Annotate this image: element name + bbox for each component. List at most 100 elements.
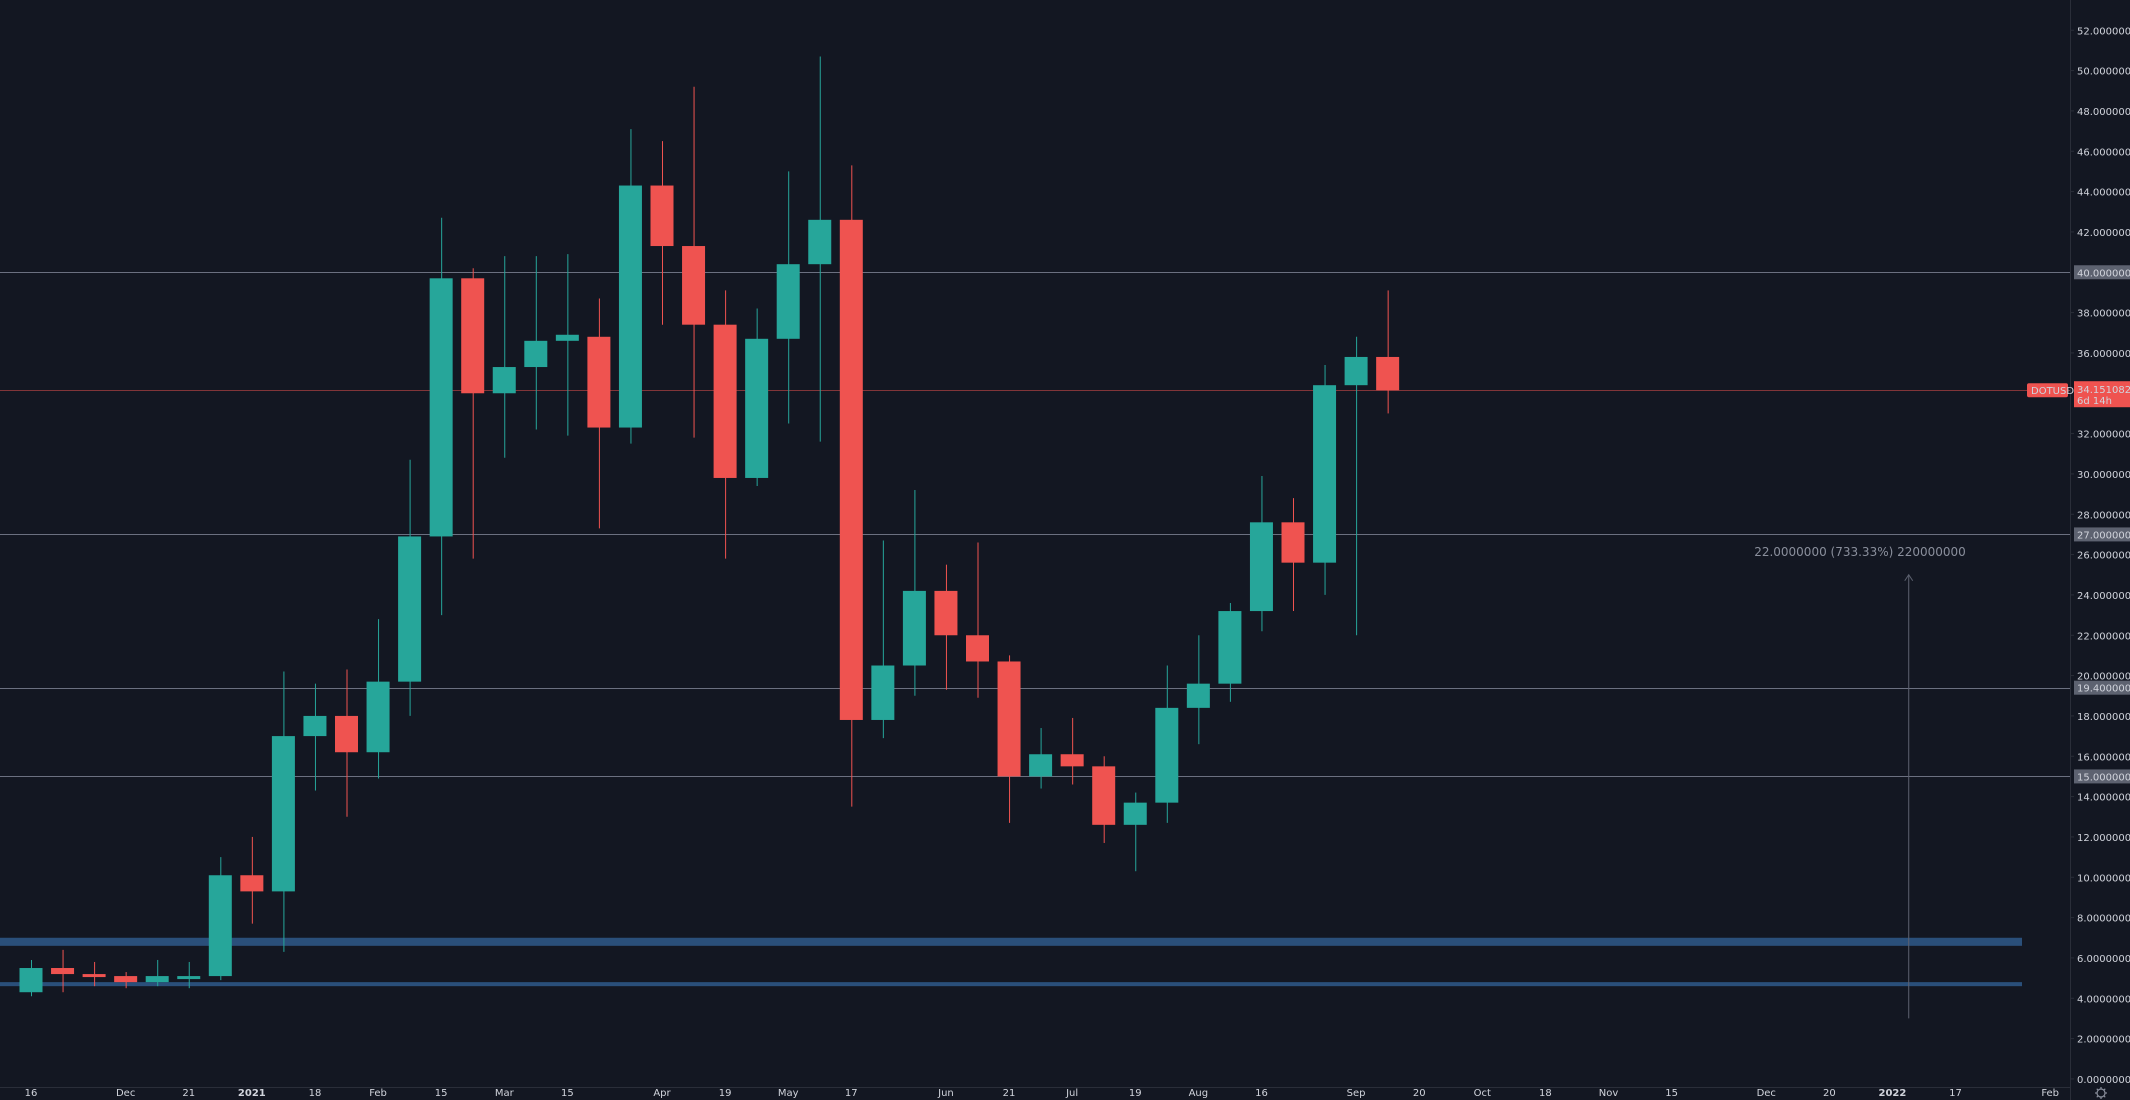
candle bbox=[682, 86, 706, 438]
price-tick-label: 50.0000000 bbox=[2077, 67, 2130, 78]
candle-body bbox=[997, 661, 1021, 777]
candle bbox=[1123, 792, 1147, 872]
level-price-tag bbox=[2074, 265, 2130, 280]
candle-body bbox=[1092, 766, 1116, 825]
candle-body bbox=[682, 246, 706, 325]
gear-icon[interactable] bbox=[2095, 1087, 2107, 1099]
time-axis-bg bbox=[0, 1087, 2070, 1100]
level-price-tag bbox=[2074, 680, 2130, 695]
candle bbox=[776, 171, 800, 424]
candle-body bbox=[51, 968, 75, 975]
price-tick-label: 6.0000000 bbox=[2077, 954, 2130, 965]
time-tick-label: Aug bbox=[1189, 1088, 1209, 1099]
price-axis-bg bbox=[2070, 0, 2130, 1100]
price-axis[interactable]: 0.0000000 2.0000000 4.0000000 6.0000000 8.00… bbox=[2070, 0, 2130, 1100]
candle-body bbox=[587, 336, 611, 428]
symbol-tag-label: DOTUSD bbox=[2031, 386, 2074, 397]
candle bbox=[398, 459, 422, 716]
time-tick-label: 19 bbox=[719, 1088, 732, 1099]
price-tick-label: 14.0000000 bbox=[2077, 793, 2130, 804]
time-tick-label: Sep bbox=[1347, 1088, 1366, 1099]
candle bbox=[1344, 336, 1368, 636]
candle-body bbox=[776, 264, 800, 339]
candle bbox=[145, 959, 169, 987]
candle bbox=[303, 683, 327, 791]
time-tick-label: 19 bbox=[1129, 1088, 1142, 1099]
candle-body bbox=[555, 334, 579, 341]
price-tick-label: 30.0000000 bbox=[2077, 470, 2130, 481]
time-tick-label: 15 bbox=[561, 1088, 574, 1099]
candle-body bbox=[398, 536, 422, 682]
candle-body bbox=[145, 976, 169, 983]
candle-body bbox=[1060, 754, 1084, 767]
level-price-tag bbox=[2074, 527, 2130, 542]
price-tick-label: 42.0000000 bbox=[2077, 228, 2130, 239]
price-tick-label: 22.0000000 bbox=[2077, 631, 2130, 642]
candle-body bbox=[177, 976, 201, 980]
candle bbox=[808, 56, 832, 442]
candle-body bbox=[429, 278, 453, 537]
price-tick-label: 20.0000000 bbox=[2077, 672, 2130, 683]
candle bbox=[1186, 635, 1210, 745]
candle bbox=[871, 540, 895, 739]
time-tick-label: 21 bbox=[1003, 1088, 1016, 1099]
time-axis[interactable]: 16 Dec 21 2021 18 Feb 15 Mar 15 Apr 19 May 17 Jun 21 Ju… bbox=[0, 1087, 2070, 1100]
price-tick-label: 44.0000000 bbox=[2077, 188, 2130, 199]
level-price-label: 19.4000000 bbox=[2077, 684, 2130, 695]
candle bbox=[934, 564, 958, 690]
candle bbox=[461, 268, 485, 559]
candle bbox=[997, 655, 1021, 823]
candle bbox=[524, 256, 548, 430]
candle-body bbox=[240, 875, 264, 892]
candle bbox=[902, 490, 926, 696]
candle-body bbox=[808, 219, 832, 265]
candle-body bbox=[1376, 356, 1400, 391]
time-tick-label: 21 bbox=[182, 1088, 195, 1099]
time-tick-label: 15 bbox=[1665, 1088, 1678, 1099]
candle bbox=[650, 141, 674, 325]
candle-body bbox=[82, 974, 106, 978]
candle-body bbox=[618, 185, 642, 428]
candle-body bbox=[19, 968, 43, 993]
time-tick-label: Dec bbox=[116, 1088, 135, 1099]
candle-body bbox=[492, 367, 516, 394]
support-zone bbox=[0, 982, 2022, 987]
candle bbox=[713, 290, 737, 559]
level-price-tag bbox=[2074, 769, 2130, 784]
gear-tooth bbox=[2096, 1088, 2099, 1091]
candle bbox=[82, 961, 106, 987]
current-price-label: 34.1510828 bbox=[2077, 385, 2130, 396]
price-tick-label: 36.0000000 bbox=[2077, 349, 2130, 360]
candle bbox=[966, 542, 989, 698]
candle-body bbox=[1218, 611, 1242, 684]
time-tick-label: Jul bbox=[1065, 1088, 1078, 1099]
measure-label: 22.0000000 (733.33%) 220000000 bbox=[1754, 545, 1966, 559]
measure-tool: 22.0000000 (733.33%) 220000000 bbox=[1754, 545, 1966, 1019]
candle-body bbox=[1123, 802, 1147, 825]
candle bbox=[555, 254, 579, 436]
price-tick-label: 52.0000000 bbox=[2077, 26, 2130, 37]
candle-body bbox=[524, 340, 548, 368]
candle-body bbox=[1344, 356, 1368, 386]
price-tick-label: 12.0000000 bbox=[2077, 833, 2130, 844]
candle-body bbox=[366, 681, 390, 753]
time-tick-label: 15 bbox=[435, 1088, 448, 1099]
time-tick-label: 18 bbox=[309, 1088, 322, 1099]
price-tags: DOTUSD 34.1510828 6d 14h bbox=[2027, 381, 2130, 408]
candle-body bbox=[650, 185, 674, 247]
candle-body bbox=[902, 590, 926, 666]
candle bbox=[271, 671, 295, 952]
candle-body bbox=[303, 715, 327, 737]
time-tick-label: Apr bbox=[653, 1088, 671, 1099]
price-tick-label: 24.0000000 bbox=[2077, 591, 2130, 602]
time-tick-label: Mar bbox=[495, 1088, 515, 1099]
price-tick-label: 4.0000000 bbox=[2077, 994, 2130, 1005]
price-tick-label: 46.0000000 bbox=[2077, 147, 2130, 158]
time-tick-label: 16 bbox=[25, 1088, 38, 1099]
candle bbox=[114, 972, 138, 989]
candle-body bbox=[114, 976, 138, 983]
candle bbox=[1313, 365, 1337, 595]
candle-body bbox=[1249, 522, 1273, 612]
